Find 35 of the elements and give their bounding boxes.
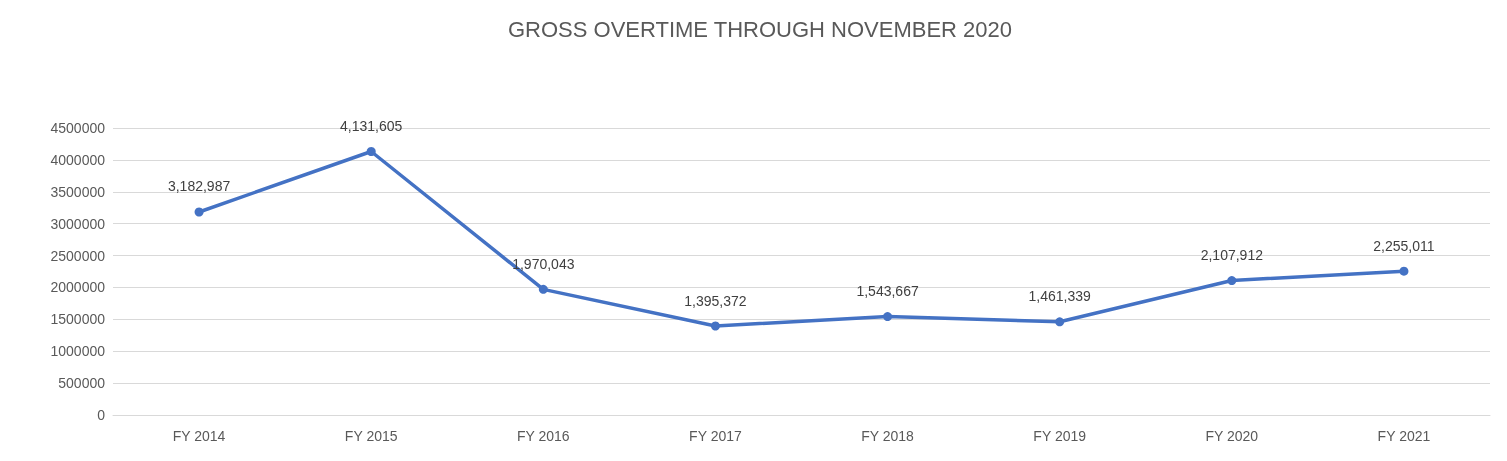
data-label: 1,970,043 — [512, 255, 575, 272]
y-tick-label: 1000000 — [50, 343, 106, 360]
data-label: 2,255,011 — [1373, 237, 1435, 254]
point — [1227, 276, 1237, 286]
chart-title: GROSS OVERTIME THROUGH NOVEMBER 2020 — [506, 16, 1014, 44]
point — [366, 147, 376, 156]
x-tick-label: FY 2015 — [344, 428, 398, 444]
point — [883, 312, 893, 322]
y-tick-label: 2500000 — [50, 247, 106, 264]
x-tick-label: FY 2016 — [516, 428, 570, 444]
x-tick-label: FY 2018 — [861, 428, 915, 444]
x-tick-label: FY 2017 — [689, 428, 742, 444]
y-tick-label: 0 — [97, 407, 106, 423]
data-label: 1,461,339 — [1028, 288, 1092, 305]
x-tick-label: FY 2019 — [1033, 428, 1087, 444]
y-tick-label: 500000 — [58, 375, 106, 392]
data-label: 4,131,605 — [340, 118, 403, 134]
data-label: 1,395,372 — [684, 292, 747, 309]
data-label: 1,543,667 — [856, 283, 919, 300]
x-tick-label: FY 2014 — [172, 428, 226, 444]
y-tick-label: 3500000 — [50, 183, 106, 200]
point — [194, 207, 204, 217]
data-label: 2,107,912 — [1200, 247, 1264, 264]
data-label: 3,182,987 — [167, 178, 231, 195]
point — [1055, 317, 1065, 327]
x-tick-label: FY 2020 — [1205, 428, 1259, 444]
point — [710, 321, 720, 331]
point — [538, 284, 548, 294]
y-tick-label: 2000000 — [50, 279, 106, 296]
y-tick-label: 4000000 — [50, 151, 106, 168]
point — [1399, 266, 1409, 276]
y-tick-label: 3000000 — [50, 215, 106, 232]
y-tick-label: 1500000 — [50, 311, 106, 328]
y-tick-label: 4500000 — [50, 120, 106, 136]
x-tick-label: FY 2021 — [1377, 428, 1431, 444]
